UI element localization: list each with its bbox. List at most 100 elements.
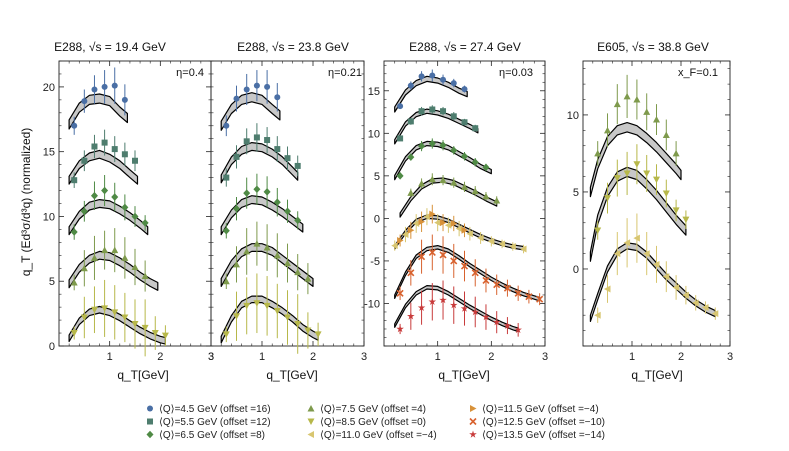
data-point-q4p5: [233, 95, 240, 102]
y-tick-label: -10: [364, 298, 380, 310]
y-tick-label: 5: [573, 187, 579, 199]
x-tick-label: 3: [542, 351, 548, 363]
x-tick-label: 1: [629, 351, 635, 363]
data-point-q7p5: [623, 92, 631, 100]
data-point-q8p5: [70, 330, 78, 337]
data-point-q4p5: [111, 82, 118, 89]
data-point-q13p5: [407, 312, 415, 320]
uncertainty-band-q6p5: [68, 199, 149, 236]
data-point-q8p5: [623, 170, 631, 177]
data-point-q13p5: [449, 301, 458, 309]
legend-label-q8p5: ⟨Q⟩=8.5 GeV (offset =0): [320, 417, 426, 428]
data-point-q11p5: [440, 219, 447, 227]
data-point-q11: [434, 219, 441, 227]
data-point-q7p5: [604, 126, 611, 134]
x-tick-label: 1: [259, 351, 265, 363]
data-point-q5p5: [274, 146, 281, 153]
data-point-q4p5: [274, 94, 281, 101]
data-point-q8p5: [643, 170, 651, 177]
legend-marker-q4p5: [147, 405, 153, 412]
data-point-q11: [662, 273, 670, 281]
data-point-q7p5: [482, 192, 490, 200]
x-tick-label: 3: [727, 351, 733, 363]
data-point-q8p5: [304, 327, 312, 334]
uncertainty-band-q5p5: [220, 142, 299, 184]
data-point-q5p5: [284, 155, 291, 162]
data-point-q6p5: [141, 219, 149, 227]
y-tick-label: 20: [43, 82, 55, 94]
data-point-q4p5: [243, 86, 250, 93]
y-tick-label: 5: [49, 276, 55, 288]
panel-e288-27-4: E288, √s = 27.4 GeV η=0.03 q_T[GeV] 1 2 3 -…: [364, 40, 548, 382]
data-point-q4p5: [121, 96, 128, 103]
data-point-q4p5: [397, 103, 404, 110]
legend-label-q4p5: ⟨Q⟩=4.5 GeV (offset =16): [159, 404, 271, 415]
data-point-q7p5: [653, 116, 660, 123]
data-point-q11: [633, 234, 640, 242]
data-point-q4p5: [407, 82, 414, 89]
x-tick-label: 1: [107, 351, 113, 363]
data-point-q11p5: [461, 226, 468, 234]
panel-title: E288, √s = 27.4 GeV: [409, 40, 521, 54]
data-point-q12p5: [525, 293, 533, 301]
y-tick-label: 0: [573, 264, 579, 276]
data-point-q7p5: [662, 131, 670, 138]
data-point-q7p5: [111, 246, 119, 254]
uncertainty-band-q7p5: [399, 177, 498, 218]
panel-e288-23-8: E288, √s = 23.8 GeV η=0.21 q_T[GeV] 3 1 2 3: [208, 40, 367, 382]
data-point-q4p5: [81, 98, 88, 105]
data-point-q5p5: [429, 106, 436, 113]
data-point-q12p5: [503, 284, 511, 292]
data-point-q7p5: [141, 272, 149, 280]
legend-marker-q11p5: [470, 405, 477, 412]
data-point-q8p5: [604, 195, 611, 202]
data-point-q4p5: [101, 83, 108, 90]
panel-annotation: η=0.03: [499, 67, 533, 79]
data-point-q11p5: [450, 219, 458, 227]
x-axis-label: q_T[GeV]: [266, 368, 317, 382]
data-point-q8p5: [682, 216, 690, 224]
data-point-q5p5: [132, 157, 138, 164]
data-point-q7p5: [70, 279, 78, 286]
data-point-q6p5: [461, 152, 468, 161]
panel-e605-38-8: E605, √s = 38.8 GeV x_F=0.1 q_T[GeV] 1 2 3…: [567, 40, 733, 382]
y-tick-label: 15: [368, 86, 380, 98]
data-point-q8p5: [222, 331, 230, 338]
data-point-q4p5: [91, 86, 98, 93]
data-point-q8p5: [633, 161, 641, 168]
data-point-q7p5: [613, 100, 621, 108]
data-point-q6p5: [101, 186, 109, 195]
data-point-q4p5: [429, 72, 436, 79]
data-point-q8p5: [653, 176, 660, 184]
data-point-q7p5: [131, 263, 139, 270]
data-point-q6p5: [450, 146, 458, 155]
data-point-q7p5: [80, 264, 88, 272]
uncertainty-band-q6p5: [394, 140, 492, 181]
data-point-q12p5: [396, 289, 404, 297]
data-point-q8p5: [90, 306, 98, 314]
data-point-q8p5: [263, 302, 271, 310]
data-point-q6p5: [121, 203, 129, 212]
data-point-q8p5: [594, 227, 602, 234]
data-point-q5p5: [223, 174, 230, 181]
data-point-q5p5: [253, 134, 260, 141]
legend-marker-q6p5: [146, 430, 154, 439]
panel-title: E288, √s = 19.4 GeV: [54, 40, 166, 54]
data-point-q5p5: [243, 138, 250, 145]
x-axis-label: q_T[GeV]: [117, 368, 168, 382]
data-point-q12p5: [439, 251, 447, 259]
x-tick-label: 3: [208, 351, 214, 363]
data-point-q5p5: [472, 125, 479, 132]
data-point-q13p5: [514, 325, 522, 334]
data-point-q13p5: [460, 304, 469, 312]
data-point-q11: [466, 230, 473, 238]
x-tick-label: 2: [678, 351, 684, 363]
panel-title: E605, √s = 38.8 GeV: [597, 40, 709, 54]
data-point-q12p5: [460, 262, 469, 270]
data-point-q6p5: [428, 139, 436, 148]
data-point-q11: [520, 245, 527, 253]
data-point-q8p5: [273, 308, 281, 315]
data-point-q13p5: [417, 303, 426, 311]
uncertainty-band-q8p5: [589, 166, 687, 262]
data-point-q6p5: [90, 191, 98, 200]
